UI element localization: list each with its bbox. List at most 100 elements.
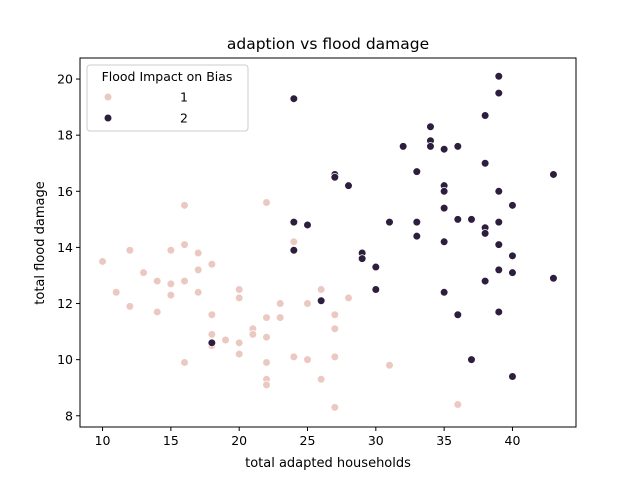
data-point — [494, 240, 504, 249]
data-point — [111, 288, 121, 297]
data-point — [289, 237, 299, 247]
data-point — [494, 71, 504, 81]
y-tick-label: 18 — [57, 128, 73, 143]
data-point — [152, 307, 162, 317]
data-point — [344, 293, 353, 303]
data-point — [316, 374, 326, 384]
data-point — [152, 276, 162, 286]
data-point — [180, 358, 189, 367]
data-point — [262, 380, 271, 390]
data-point — [467, 215, 476, 224]
data-point — [426, 122, 435, 132]
data-point — [439, 288, 449, 297]
data-point — [316, 296, 326, 306]
data-point — [125, 245, 135, 255]
legend-entries: 12 — [103, 90, 188, 126]
data-point — [494, 88, 504, 98]
data-point — [371, 262, 381, 272]
data-point — [371, 285, 381, 294]
points-layer — [98, 71, 558, 412]
data-point — [508, 372, 517, 381]
data-point — [221, 335, 230, 345]
data-point — [467, 355, 476, 364]
data-point — [193, 288, 203, 297]
x-tick-label: 40 — [505, 433, 521, 448]
data-point — [289, 245, 299, 255]
data-point — [180, 240, 189, 249]
data-point — [166, 245, 176, 255]
data-point — [98, 257, 107, 266]
x-tick-label: 15 — [163, 433, 179, 448]
data-point — [330, 310, 340, 320]
data-point — [207, 310, 217, 320]
data-point — [439, 186, 449, 196]
y-axis-label: total flood damage — [33, 181, 48, 304]
data-point — [180, 201, 189, 210]
data-point — [166, 290, 176, 300]
legend-box — [86, 64, 249, 132]
x-tick-label: 20 — [231, 433, 247, 448]
data-point — [439, 237, 449, 247]
data-point — [412, 217, 422, 227]
data-point — [303, 299, 312, 308]
legend-marker — [103, 113, 113, 123]
y-tick-label: 8 — [65, 408, 73, 423]
data-point — [412, 231, 422, 241]
data-point — [480, 111, 490, 120]
data-point — [453, 142, 463, 151]
data-point — [262, 313, 271, 322]
data-point — [494, 186, 504, 196]
plot-border — [79, 57, 577, 428]
data-point — [549, 273, 558, 283]
data-point — [180, 276, 189, 286]
legend-entry-label: 2 — [180, 111, 188, 126]
data-point — [549, 170, 558, 179]
data-point — [234, 285, 244, 294]
data-point — [494, 217, 504, 227]
data-point — [207, 259, 217, 269]
data-point — [330, 324, 340, 334]
data-point — [289, 94, 299, 103]
y-axis: 8 10 12 14 16 18 20 — [57, 72, 80, 423]
data-point — [289, 217, 299, 227]
data-point — [125, 302, 135, 311]
data-point — [385, 217, 394, 227]
legend-entry-label: 1 — [180, 90, 188, 105]
data-point — [262, 198, 271, 207]
series-1 — [98, 198, 463, 412]
data-point — [480, 276, 490, 286]
data-point — [330, 403, 340, 412]
data-point — [330, 172, 340, 182]
y-tick-label: 14 — [57, 240, 73, 255]
series-2 — [207, 71, 558, 381]
y-tick-label: 10 — [57, 352, 73, 367]
data-point — [303, 355, 312, 364]
data-point — [234, 293, 244, 303]
data-point — [357, 254, 367, 263]
legend: Flood Impact on Bias 12 — [86, 64, 249, 132]
data-point — [166, 279, 176, 289]
data-point — [412, 167, 422, 176]
data-point — [508, 251, 517, 261]
y-tick-label: 20 — [57, 72, 73, 87]
legend-marker — [103, 92, 113, 102]
data-point — [480, 229, 490, 238]
data-point — [439, 203, 449, 213]
data-point — [344, 181, 353, 190]
x-tick-label: 35 — [436, 433, 452, 448]
data-point — [453, 215, 463, 224]
data-point — [385, 360, 394, 370]
x-axis: 10 15 20 25 30 35 40 — [95, 427, 521, 448]
data-point — [494, 307, 504, 317]
data-point — [508, 268, 517, 277]
x-axis-label: total adapted households — [245, 456, 411, 471]
data-point — [426, 142, 435, 151]
x-tick-label: 10 — [95, 433, 111, 448]
data-point — [453, 400, 463, 409]
data-point — [330, 352, 340, 362]
data-point — [207, 338, 217, 348]
data-point — [480, 158, 490, 168]
data-point — [193, 248, 203, 258]
y-tick-label: 12 — [57, 296, 73, 311]
